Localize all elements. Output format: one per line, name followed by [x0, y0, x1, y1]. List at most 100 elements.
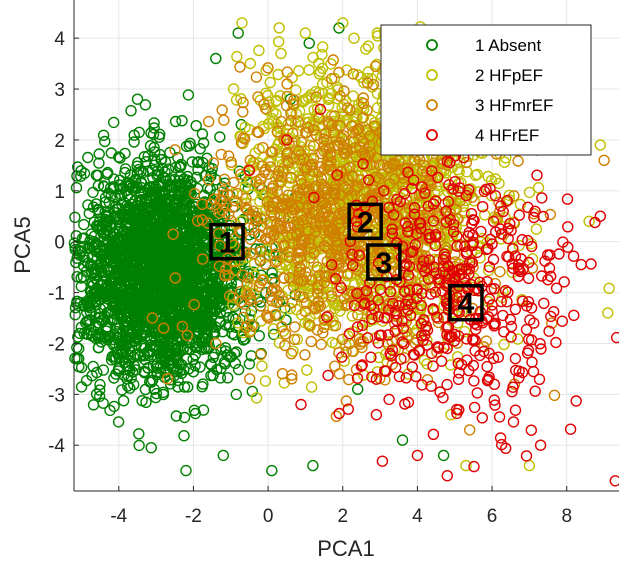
data-point: [300, 266, 312, 278]
data-point: [271, 125, 283, 138]
data-point: [239, 247, 251, 259]
data-point: [148, 141, 160, 154]
data-point: [324, 149, 337, 162]
data-point: [160, 218, 172, 230]
data-point: [215, 148, 227, 161]
data-point: [244, 247, 257, 259]
data-point: [218, 356, 231, 368]
data-point: [266, 182, 278, 195]
data-point: [292, 116, 305, 128]
data-point: [354, 338, 367, 350]
data-point: [304, 319, 316, 331]
data-point: [250, 392, 263, 404]
data-point: [265, 290, 277, 303]
data-point: [262, 226, 275, 239]
data-point: [384, 252, 396, 264]
data-point: [255, 212, 267, 225]
data-point: [287, 98, 299, 111]
data-point: [353, 122, 365, 135]
data-point: [133, 163, 145, 176]
data-point: [210, 364, 223, 376]
data-point: [319, 269, 331, 282]
data-point: [244, 309, 257, 321]
data-point: [124, 208, 136, 221]
data-point: [418, 354, 431, 366]
data-point: [71, 161, 84, 173]
data-point: [237, 334, 250, 346]
data-point: [104, 404, 116, 417]
data-point: [93, 384, 106, 396]
data-point: [277, 295, 289, 307]
data-point: [112, 277, 124, 289]
data-point: [174, 185, 186, 197]
data-point: [334, 279, 346, 291]
data-point: [292, 223, 304, 235]
data-point: [309, 301, 321, 314]
data-point: [104, 330, 117, 343]
data-point: [89, 272, 101, 284]
data-point: [513, 239, 525, 252]
data-point: [192, 326, 204, 338]
data-point: [210, 337, 222, 350]
data-point: [123, 354, 136, 367]
data-point: [256, 274, 269, 286]
data-point: [145, 442, 157, 454]
data-point: [421, 206, 434, 219]
data-point: [136, 306, 149, 319]
data-point: [275, 47, 287, 60]
data-point: [236, 17, 248, 29]
data-point: [379, 374, 391, 386]
data-point: [338, 130, 350, 142]
data-point: [294, 153, 306, 166]
data-point: [259, 375, 272, 387]
data-point: [279, 339, 291, 352]
data-point: [176, 257, 188, 269]
data-point: [353, 141, 366, 153]
data-point: [178, 411, 191, 424]
data-point: [164, 207, 177, 219]
data-point: [384, 230, 396, 242]
data-point: [479, 209, 491, 221]
data-point: [321, 183, 334, 196]
data-point: [376, 251, 388, 263]
data-point: [234, 61, 246, 73]
data-point: [228, 176, 240, 189]
data-point: [253, 330, 265, 342]
data-point: [151, 165, 164, 177]
data-point: [484, 182, 496, 195]
data-point: [268, 277, 281, 289]
data-point: [264, 154, 277, 166]
data-point: [514, 198, 527, 211]
data-point: [532, 181, 545, 194]
data-point: [155, 153, 167, 166]
data-point: [214, 239, 226, 252]
data-point: [294, 245, 306, 257]
data-point: [164, 357, 177, 369]
data-point: [438, 217, 451, 230]
data-point: [202, 174, 215, 186]
data-point: [129, 174, 142, 187]
data-point: [570, 395, 582, 407]
data-point: [87, 279, 100, 291]
data-point: [132, 348, 144, 361]
data-point: [349, 141, 362, 154]
data-point: [117, 395, 130, 407]
data-point: [268, 115, 280, 127]
data-point: [288, 333, 301, 346]
data-point: [264, 76, 276, 89]
data-point: [142, 150, 154, 162]
data-point: [83, 207, 96, 220]
data-point: [291, 227, 303, 240]
data-point: [603, 282, 615, 294]
data-point: [196, 214, 209, 226]
data-point: [207, 157, 220, 169]
data-point: [271, 255, 283, 267]
data-point: [347, 68, 359, 80]
data-point: [342, 298, 354, 310]
data-point: [153, 128, 166, 141]
data-point: [436, 157, 448, 170]
data-point: [393, 154, 405, 167]
data-point: [313, 166, 325, 178]
data-point: [342, 268, 354, 280]
data-point: [146, 312, 159, 324]
